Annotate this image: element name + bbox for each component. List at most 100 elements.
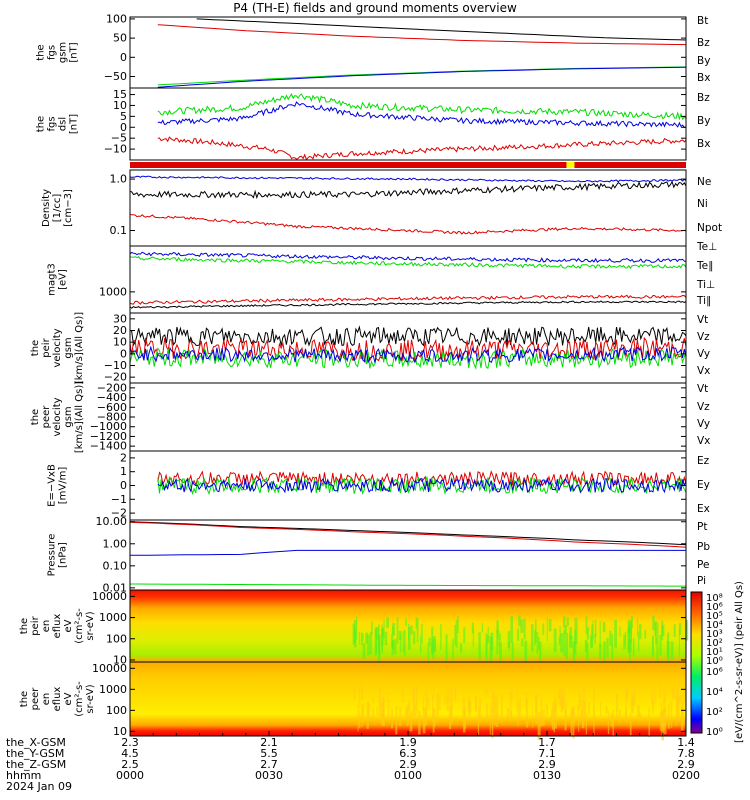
peir-eflux-spectrogram-cell [546,617,548,642]
peer-eflux-spectrogram-cell [625,710,627,723]
peir-eflux-spectrogram-cell [381,640,384,654]
peer-eflux-spectrogram-cell [542,709,545,726]
temp-Te∥-line [129,300,687,309]
density-Npot-line [129,175,687,183]
fgs-dsl-ylabel: the [36,116,47,132]
peir-eflux-spectrogram-cell [365,632,368,644]
peer-eflux-spectrogram-cell [353,686,356,701]
x-date-label: 2024 Jan 09 [6,780,72,793]
peir-velocity-legend-Vy: Vy [697,348,710,360]
peir-eflux-spectrogram-cell [538,641,542,663]
peer-velocity-ytick-label: −600 [97,401,127,414]
peir-eflux-spectrogram-cell [656,638,659,666]
peir-eflux-spectrogram-cell [378,624,380,652]
peer-eflux-spectrogram-cell [670,701,673,728]
peir-eflux-spectrogram-cell [440,624,442,650]
x-tick-label: 4.5 [121,747,139,760]
efield-Ey-line [157,475,687,496]
peir-eflux-spectrogram-cell [499,642,502,668]
fgs-dsl-ytick-label: 0 [120,121,127,134]
density-Ni-line [129,180,687,200]
peir-velocity-Vy-line [129,347,687,370]
peir-eflux-spectrogram-cell [403,630,406,656]
peer-eflux-spectrogram-cell [553,706,555,733]
peir-eflux-spectrogram-cell [521,638,524,647]
peir-eflux-ytick-label: 1000 [99,611,127,624]
peir-eflux-spectrogram-cell [614,619,617,648]
efield-ytick-label: −2 [111,507,127,520]
peir-eflux-spectrogram-cell [652,615,655,631]
peir-eflux-spectrogram-cell [490,632,494,651]
colorbar [690,591,703,734]
peir-eflux-spectrogram-cell [606,637,609,658]
peer-eflux-spectrogram-cell [361,703,365,723]
peir-eflux-spectrogram-cell [510,616,513,644]
peer-eflux-spectrogram-cell [593,689,595,718]
peir-eflux-spectrogram-cell [564,625,567,634]
peir-eflux-spectrogram-cell [518,615,521,627]
peer-velocity-ytick-label: −1200 [90,430,127,443]
peer-eflux-spectrogram-cell [491,710,494,739]
peir-eflux-spectrogram-cell [629,639,631,666]
temp-ylabel: [eV] [58,269,69,290]
peir-eflux-spectrogram-cell [679,623,682,635]
peer-eflux-spectrogram-cell [554,696,556,713]
peer-eflux-spectrogram-cell [468,700,472,714]
density-Ne-line [129,213,687,235]
fgs-dsl-ytick-label: 10 [113,99,127,112]
peir-eflux-spectrogram-cell [408,623,410,640]
x-tick-label: 2.1 [260,736,278,749]
peer-eflux-spectrogram-cell [497,697,499,722]
x-tick-label: 0200 [672,769,700,782]
peir-eflux-spectrogram-cell [558,636,560,646]
peir-eflux-spectrogram-cell [508,642,510,651]
peir-eflux-spectrogram-cell [499,633,501,642]
peer-eflux-spectrogram-cell [581,698,583,723]
fgs-dsl-Bz-line [157,136,687,161]
peir-eflux-ylabel: eV [63,619,74,632]
peer-eflux-spectrogram-cell [358,684,360,709]
peir-eflux-spectrogram-cell [386,617,389,628]
fgs-dsl-legend-By: By [697,115,710,127]
temp-legend-Ti⊥: Ti⊥ [696,279,715,291]
peer-eflux-spectrogram-cell [659,711,663,732]
pressure-legend-Pe: Pe [697,559,709,571]
peir-eflux-spectrogram-cell [534,629,536,646]
peir-eflux-spectrogram-cell [420,635,422,654]
fgs-gsm-ylabel: gsm [58,42,69,63]
peir-eflux-spectrogram-cell [481,623,483,633]
peer-eflux-spectrogram-cell [444,692,446,705]
peer-eflux-spectrogram-cell [625,684,628,699]
peir-eflux-spectrogram-cell [405,618,407,627]
fgs-gsm-legend-By: By [697,55,710,67]
peer-eflux-spectrogram-cell [578,692,581,709]
peir-eflux-spectrogram-cell [531,624,534,652]
peir-eflux-spectrogram-cell [560,633,564,653]
peir-velocity-ylabel: velocity [52,328,63,367]
peir-eflux-spectrogram-cell [655,621,658,645]
peer-eflux-spectrogram-cell [424,708,427,726]
peer-eflux-spectrogram-cell [618,709,621,724]
peer-eflux-spectrogram-cell [651,689,653,705]
peir-eflux-spectrogram-cell [659,635,662,656]
peer-eflux-spectrogram-cell [572,705,575,724]
x-tick-label: 5.5 [260,747,278,760]
peir-eflux-spectrogram-cell [559,626,561,643]
peir-eflux-spectrogram-cell [584,640,588,652]
fgs-dsl-legend-Bx: Bx [697,138,710,150]
peer-eflux-spectrogram-cell [408,700,411,711]
peir-eflux-spectrogram-cell [623,634,626,650]
x-tick-label: 7.1 [538,747,556,760]
peir-velocity-ylabel: [km/s](All Qs)] [74,312,85,384]
peir-eflux-spectrogram-cell [574,629,577,655]
peir-velocity-ytick-label: 30 [113,312,127,325]
peir-eflux-spectrogram-cell [507,631,511,648]
peir-eflux-spectrogram-cell [638,631,640,652]
peer-eflux-spectrogram-cell [667,704,670,729]
pressure-legend-Pt: Pt [697,521,707,533]
colorbar-tick-lower: 10⁰ [706,727,723,738]
peer-eflux-spectrogram-cell [387,700,390,722]
peir-eflux-spectrogram-cell [520,619,524,633]
peir-eflux-spectrogram-cell [667,632,670,658]
peir-eflux-spectrogram-cell [523,618,526,640]
